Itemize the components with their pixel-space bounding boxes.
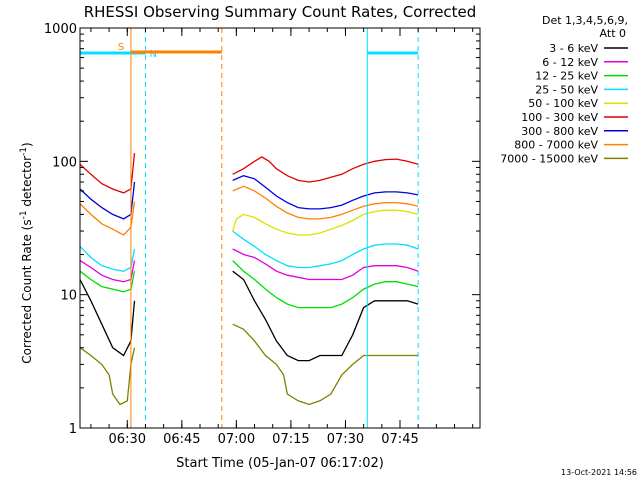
plot-frame (79, 27, 481, 429)
saa-label: S (118, 42, 124, 53)
x-tick-label: 07:30 (327, 432, 364, 447)
legend-label: 50 - 100 keV (528, 97, 598, 110)
x-tick-label: 07:15 (272, 432, 309, 447)
night-label: N (149, 49, 156, 60)
legend-label: 6 - 12 keV (542, 56, 598, 69)
series-line-8-seg-1 (232, 323, 419, 406)
series-line-1-seg-0 (79, 260, 136, 283)
x-tick-label: 06:45 (163, 432, 200, 447)
x-tick-label: 07:45 (381, 432, 418, 447)
y-tick-label: 1 (69, 422, 77, 437)
legend-label: 3 - 6 keV (549, 42, 598, 55)
series-line-4-seg-0 (232, 209, 419, 236)
footer-timestamp: 13-Oct-2021 14:56 (561, 468, 637, 477)
x-tick-label: 06:30 (109, 432, 146, 447)
legend-header-detectors: Det 1,3,4,5,6,9, (542, 14, 628, 27)
y-tick-label: 10 (60, 289, 77, 304)
chart-title: RHESSI Observing Summary Count Rates, Co… (84, 3, 477, 21)
series-line-0-seg-1 (232, 270, 419, 362)
x-axis-label: Start Time (05-Jan-07 06:17:02) (176, 456, 384, 471)
legend-label: 7000 - 15000 keV (500, 152, 598, 165)
legend-label: 12 - 25 keV (535, 70, 598, 83)
legend-label: 800 - 7000 keV (514, 139, 598, 152)
axes: 06:30 06:45 07:00 07:15 07:30 07:45 1 10 100 1000 (44, 22, 480, 447)
legend-label: 100 - 300 keV (521, 111, 598, 124)
series-line-8-seg-0 (79, 347, 136, 406)
y-axis-label: Corrected Count Rate (s-1 detector-1) (19, 142, 34, 363)
x-tick-label: 07:00 (218, 432, 255, 447)
legend-label: 300 - 800 keV (521, 125, 598, 138)
y-tick-label: 1000 (44, 22, 77, 37)
series-line-1-seg-1 (232, 248, 419, 281)
series-line-2-seg-1 (232, 260, 419, 309)
series-line-5-seg-0 (79, 153, 136, 194)
series-line-5-seg-1 (232, 156, 419, 183)
series-line-3-seg-0 (79, 245, 136, 272)
series-line-6-seg-0 (79, 181, 136, 220)
legend-header-attenuator: Att 0 (600, 27, 626, 40)
series-line-7-seg-1 (232, 185, 419, 220)
series-line-6-seg-1 (232, 175, 419, 210)
y-tick-label: 100 (52, 155, 77, 170)
legend-label: 25 - 50 keV (535, 83, 598, 96)
observing-markers: NS (79, 28, 419, 428)
series-line-3-seg-1 (232, 230, 419, 269)
series-line-7-seg-0 (79, 201, 136, 236)
